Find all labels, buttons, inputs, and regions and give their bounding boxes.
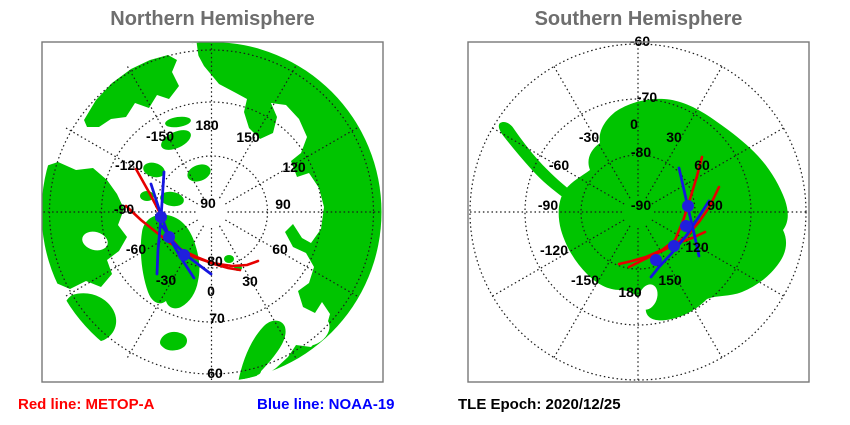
graticule-label: 0 xyxy=(630,116,638,132)
graticule-label: -90 xyxy=(631,197,651,213)
latitude-ring xyxy=(580,154,696,270)
south-map: -60 -70 0 -30 30 -80 -60 60 -90 -90 90 120 -120 150 -1… xyxy=(469,33,807,381)
latitude-ring xyxy=(100,101,323,323)
sea-overlay xyxy=(176,42,199,75)
graticule-label: 0 xyxy=(207,283,215,299)
noaa-19-track xyxy=(155,170,166,276)
satellite-position-dot xyxy=(178,249,190,261)
satellite-position-dot xyxy=(680,220,692,232)
land-mass xyxy=(160,331,188,351)
north-map-frame xyxy=(41,41,384,383)
south-hemisphere-title: Southern Hemisphere xyxy=(534,8,743,30)
graticule-label: 80 xyxy=(207,253,223,269)
land-mass xyxy=(483,124,487,128)
graticule-label: 30 xyxy=(666,129,682,145)
graticule-label: 120 xyxy=(282,159,306,175)
graticule-label: 70 xyxy=(209,310,225,326)
land-mass xyxy=(250,361,262,375)
graticule-label: -80 xyxy=(631,144,651,160)
graticule-label: 90 xyxy=(707,197,723,213)
legend-tle-epoch: TLE Epoch: 2020/12/25 xyxy=(458,396,621,413)
graticule-label: 150 xyxy=(658,272,682,288)
sea-overlay xyxy=(296,316,330,346)
satellite-position-dot xyxy=(668,240,680,252)
land-mass xyxy=(84,55,179,127)
graticule-label: -90 xyxy=(114,201,134,217)
graticule-label: -60 xyxy=(126,241,146,257)
graticule-label: -120 xyxy=(115,157,143,173)
noaa-19-track xyxy=(677,166,701,258)
graticule-label: 120 xyxy=(685,239,709,255)
graticule-label: 180 xyxy=(618,284,642,300)
latitude-ring xyxy=(48,49,375,375)
land-mass xyxy=(475,136,479,140)
graticule-label: -30 xyxy=(156,272,176,288)
south-map-frame xyxy=(467,41,810,383)
graticule-label: -30 xyxy=(579,129,599,145)
graticule-label: -150 xyxy=(146,128,174,144)
land-mass xyxy=(41,162,127,290)
land-mass xyxy=(224,255,234,263)
metop-a-track xyxy=(617,155,704,266)
graticule-label: -120 xyxy=(540,242,568,258)
north-map: 180 -150 150 -120 120 -90 90 90 -60 60 80 -30 30 0 70 6… xyxy=(41,42,382,382)
satellite-position-dot xyxy=(682,200,694,212)
land-mass xyxy=(498,121,572,200)
land-mass xyxy=(491,111,497,117)
land-mass xyxy=(161,130,191,150)
legend-noaa-19: Blue line: NOAA-19 xyxy=(257,396,395,413)
land-mass xyxy=(62,293,117,343)
graticule-label: 30 xyxy=(242,273,258,289)
graticule-label: 60 xyxy=(272,241,288,257)
graticule-label: -60 xyxy=(630,33,650,49)
sea-overlay xyxy=(281,340,295,352)
legend-metop-a: Red line: METOP-A xyxy=(18,396,155,413)
land-mass xyxy=(242,372,250,382)
latitude-ring xyxy=(524,98,752,326)
graticule-label: 90 xyxy=(200,195,216,211)
graticule-label: -150 xyxy=(571,272,599,288)
land-mass xyxy=(238,320,286,382)
land-mass xyxy=(165,116,191,128)
graticule-label: -60 xyxy=(549,157,569,173)
satellite-position-dot xyxy=(163,231,175,243)
graticule-label: 150 xyxy=(236,129,260,145)
graticule-label: 90 xyxy=(275,196,291,212)
graticule-label: 60 xyxy=(694,157,710,173)
north-land-layer xyxy=(41,42,382,382)
satellite-position-dot xyxy=(650,254,662,266)
satellite-position-dot xyxy=(155,211,167,223)
land-mass xyxy=(140,214,200,309)
land-mass xyxy=(143,162,165,178)
land-mass xyxy=(187,164,211,182)
graticule-label: 60 xyxy=(207,365,223,381)
graticule-label: -70 xyxy=(637,89,657,105)
graticule-label: -90 xyxy=(538,197,558,213)
north-hemisphere-title: Northern Hemisphere xyxy=(110,8,315,30)
graticule-label: 180 xyxy=(195,117,219,133)
sea-overlay xyxy=(82,231,108,251)
sea-overlay xyxy=(638,284,658,310)
land-mass xyxy=(160,191,184,207)
